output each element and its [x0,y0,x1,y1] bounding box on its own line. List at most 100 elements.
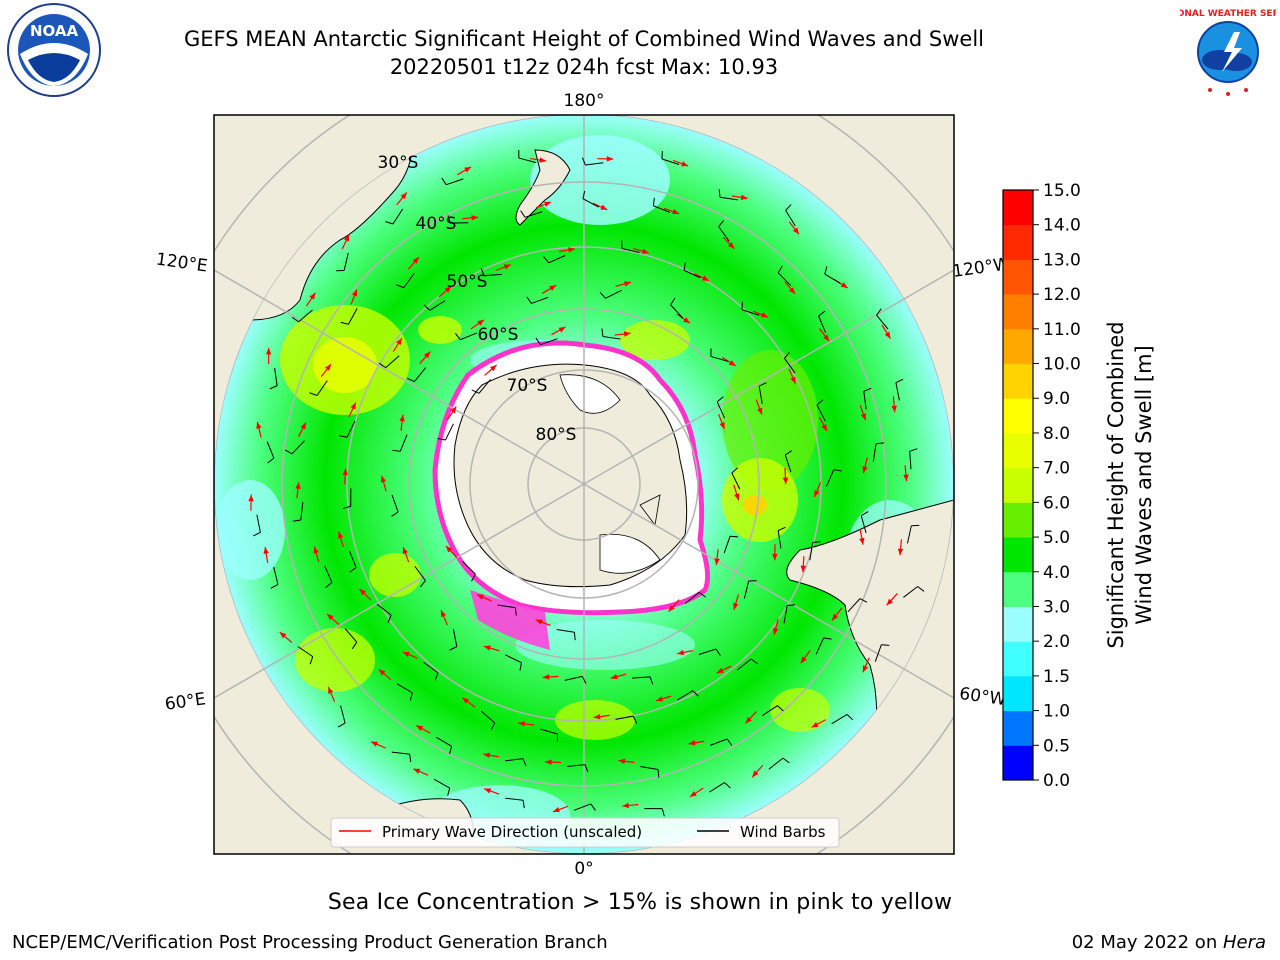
wave-direction-arrowhead [558,327,566,333]
wind-barb-staff [718,226,730,242]
wind-barb-staff [518,157,537,164]
wind-barb-staff [741,309,760,316]
chart-title: GEFS MEAN Antarctic Significant Height o… [183,27,985,51]
wind-barb-feather [716,396,724,403]
wave-direction-arrowhead [328,686,334,694]
wave-direction-arrowhead [823,334,830,342]
wind-barb-feather [573,632,576,641]
colorbar-tick-label: 13.0 [1043,250,1081,270]
wind-barb-feather [715,648,721,656]
wind-barb-staff [653,205,671,213]
wind-barb-feather [385,221,394,225]
wind-barb-staff [824,273,841,284]
wind-barb-staff [297,646,314,658]
wind-barb-feather [480,267,485,276]
wind-barb-staff [710,355,729,362]
wave-direction-arrowhead [359,588,367,596]
meridian-label-120e: 120°E [155,250,209,277]
wind-barb-feather [726,738,733,746]
wind-barb-feather [895,378,904,384]
wave-direction-arrowhead [618,758,626,765]
wave-direction-arrowhead [656,696,664,702]
wave-direction-arrowhead [862,665,868,673]
wind-barb-feather [441,177,447,185]
wind-barb-feather [387,614,392,623]
colorbar-swatch [1003,259,1033,295]
colorbar-tick-label: 5.0 [1043,528,1070,548]
wind-barb-feather [455,332,461,340]
wind-barb-feather [267,457,275,464]
wave-direction-arrowhead [790,376,796,384]
wave-direction-arrowhead [263,547,269,554]
wind-barb-feather [252,531,261,537]
wind-barb-staff [709,782,725,793]
wind-barb-staff [816,404,826,422]
colorbar-swatch [1003,294,1033,330]
wind-barb-staff [291,440,305,455]
wind-barb-staff [684,592,700,605]
wave-direction-arrowhead [668,605,675,612]
wind-barb-feather [423,304,431,311]
wave-direction-arrowhead [337,531,344,539]
wind-barb-staff [632,676,651,679]
footer-branch: NCEP/EMC/Verification Post Processing Pr… [12,932,608,953]
wind-barb-feather [543,256,550,264]
wind-barb-staff [256,514,261,533]
wind-barb-feather [337,722,346,728]
wave-direction-arrowhead [745,716,752,724]
wind-barb-feather [396,284,404,289]
wind-barb-staff [348,308,358,325]
wind-barb-staff [540,338,558,346]
colorbar-swatch [1003,190,1033,226]
wave-direction-arrowhead [593,713,601,720]
wave-direction-arrowhead [884,331,891,339]
wind-barb-staff [274,367,278,386]
colorbar-tick-label: 1.5 [1043,667,1070,687]
wave-direction-arrowhead [256,421,262,429]
wind-barb-feather [909,448,918,452]
noaa-logo-text: NOAA [30,22,79,40]
wind-barb-staff [478,379,491,394]
wind-barb-staff [872,443,877,462]
wind-barb-feather [340,321,349,325]
wave-direction-arrowhead [716,667,724,674]
wind-barb-staff [505,797,524,801]
wave-direction-arrowhead [719,422,725,430]
antarctica [432,340,711,650]
wave-direction-arrowhead [862,466,868,474]
wind-barb-staff [567,764,586,768]
wave-and-wind-vectors [248,150,925,817]
wind-barb-feather [471,574,476,582]
wave-direction-arrowhead [535,619,543,625]
wind-barb-feather [535,337,541,345]
wave-direction-arrowhead [343,234,350,242]
wind-barb-staff [403,272,415,288]
wave-direction-arrowhead [476,594,484,600]
wind-barb-staff [298,309,313,323]
wind-barb-feather [698,591,706,598]
colorbar-swatch [1003,641,1033,677]
wind-barb-feather [750,658,758,665]
wind-barb-feather [339,435,348,438]
wind-barb-staff [710,738,728,746]
wind-barb-staff [906,525,912,544]
map-legend: Primary Wave Direction (unscaled) Wind B… [330,817,840,848]
colorbar-tick-label: 4.0 [1043,563,1070,583]
wind-barb-staff [391,751,410,755]
colorbar-tick-label: 10.0 [1043,355,1081,375]
wind-barb-staff [762,705,778,716]
wind-barb-staff [876,314,889,330]
wind-barb-staff [376,603,392,616]
wind-barb-staff [785,210,796,226]
wind-barb-staff [540,728,558,735]
colorbar-tick-label: 8.0 [1043,424,1070,444]
wave-direction-arrowhead [600,204,608,210]
wind-barb-feather [269,385,278,390]
wave-direction-arrowhead [757,407,763,415]
nws-logo-text: NATIONAL WEATHER SERVICE [1180,9,1276,19]
wave-direction-arrowhead [471,215,479,221]
wave-direction-arrowhead [740,194,748,201]
wind-barb-feather [692,690,699,697]
wind-barb-staff [605,289,622,299]
wind-barb-feather [447,787,451,796]
